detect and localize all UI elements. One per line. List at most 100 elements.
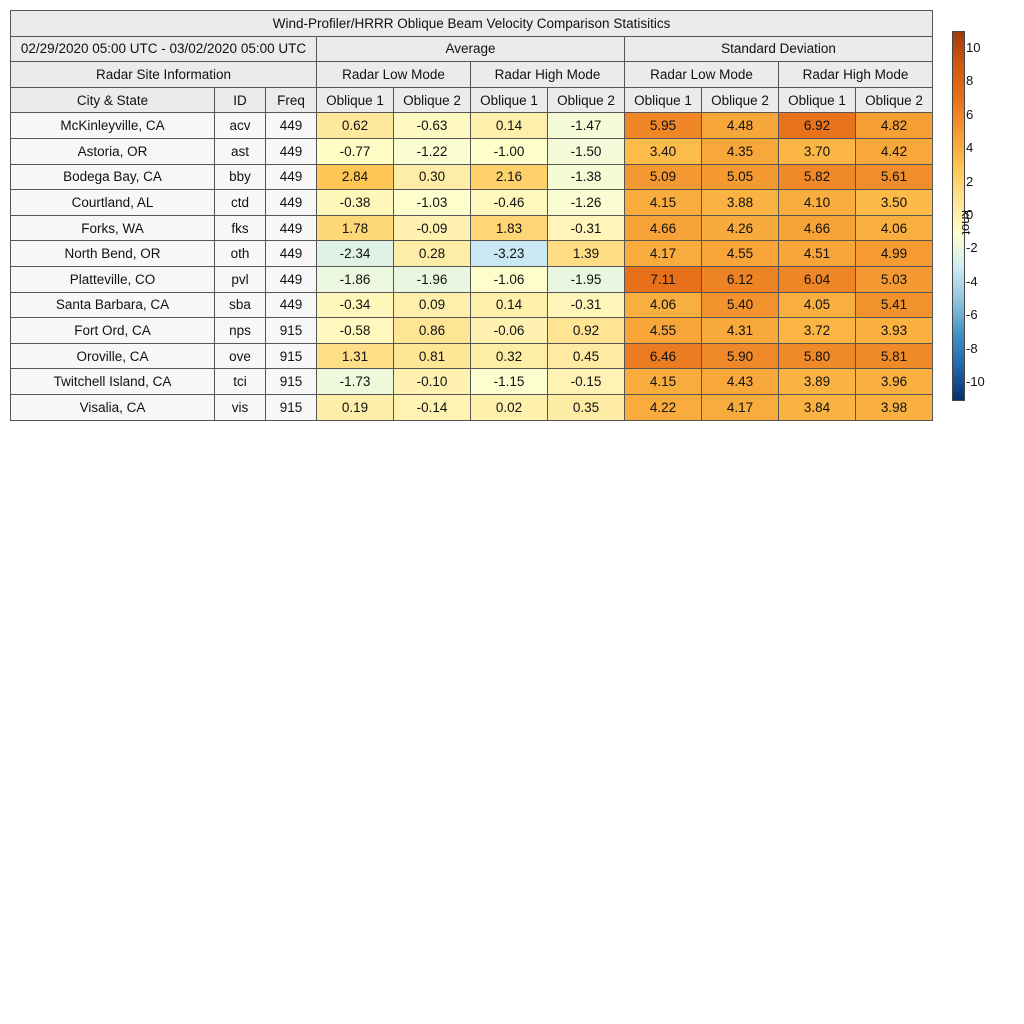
stats-table: Wind-Profiler/HRRR Oblique Beam Velocity…	[9, 10, 934, 421]
value-cell-sd-high-o1: 4.05	[778, 291, 856, 319]
value-cell-avg-high-o1: 1.83	[470, 214, 548, 242]
value-cell-avg-low-o2: -0.09	[393, 214, 471, 242]
sd-high-mode-header: Radar High Mode	[777, 61, 934, 88]
value-cell-sd-low-o2: 4.48	[701, 112, 779, 139]
value-cell-avg-low-o1: -0.38	[316, 189, 394, 216]
value-cell-sd-low-o1: 6.46	[624, 342, 702, 370]
site-freq-cell: 449	[265, 291, 317, 319]
value-cell-sd-high-o2: 4.99	[854, 240, 934, 267]
table-row: McKinleyville, CA acv 449 0.62 -0.63 0.14 -1.4…	[10, 112, 934, 139]
table-row: Courtland, AL ctd 449 -0.38 -1.03 -0.46 -1.26 4…	[10, 189, 934, 216]
col-header-sd-low-o1: Oblique 1	[624, 86, 702, 114]
value-cell-sd-high-o1: 5.80	[778, 342, 856, 370]
table-title: Wind-Profiler/HRRR Oblique Beam Velocity…	[9, 10, 934, 37]
value-cell-avg-high-o1: -1.00	[470, 137, 548, 165]
value-cell-sd-low-o2: 4.43	[701, 368, 779, 395]
value-cell-avg-low-o1: 0.62	[316, 112, 394, 139]
site-freq-cell: 915	[265, 317, 317, 344]
colorbar-tick-label: 8	[966, 73, 974, 89]
value-cell-avg-low-o2: -1.03	[393, 189, 471, 216]
value-cell-avg-low-o1: -0.77	[316, 137, 394, 165]
colorbar-unit-label: knot	[959, 210, 974, 235]
site-freq-cell: 915	[265, 342, 317, 370]
site-city-cell: McKinleyville, CA	[10, 112, 215, 139]
col-header-sd-high-o1: Oblique 1	[778, 86, 856, 114]
site-id-cell: ove	[214, 342, 266, 370]
value-cell-avg-high-o2: -0.15	[547, 368, 625, 395]
value-cell-avg-low-o2: 0.09	[393, 291, 471, 319]
value-cell-avg-high-o1: 0.02	[470, 393, 548, 421]
value-cell-avg-high-o1: 0.14	[470, 291, 548, 319]
value-cell-sd-low-o2: 6.12	[701, 265, 779, 293]
value-cell-sd-low-o2: 4.17	[701, 393, 779, 421]
value-cell-avg-low-o2: -0.63	[393, 112, 471, 139]
value-cell-avg-low-o1: -0.58	[316, 317, 394, 344]
value-cell-avg-high-o2: -1.47	[547, 112, 625, 139]
value-cell-avg-high-o1: -3.23	[470, 240, 548, 267]
value-cell-sd-high-o2: 4.42	[854, 137, 934, 165]
site-city-cell: Oroville, CA	[10, 342, 215, 370]
col-header-sd-low-o2: Oblique 2	[701, 86, 779, 114]
value-cell-sd-low-o1: 4.15	[624, 189, 702, 216]
col-header-avg-high-o2: Oblique 2	[547, 86, 625, 114]
value-cell-sd-low-o2: 5.90	[701, 342, 779, 370]
value-cell-sd-high-o1: 3.89	[778, 368, 856, 395]
value-cell-sd-low-o1: 4.06	[624, 291, 702, 319]
value-cell-sd-low-o2: 4.35	[701, 137, 779, 165]
sd-low-mode-header: Radar Low Mode	[624, 61, 779, 88]
value-cell-avg-low-o1: 1.78	[316, 214, 394, 242]
table-row: Astoria, OR ast 449 -0.77 -1.22 -1.00 -1.50 3.4…	[10, 137, 934, 165]
colorbar-tick-label: 10	[966, 39, 981, 55]
value-cell-avg-low-o1: -1.86	[316, 265, 394, 293]
value-cell-sd-high-o2: 3.98	[854, 393, 934, 421]
col-header-id: ID	[214, 86, 266, 114]
colorbar	[952, 31, 965, 401]
value-cell-avg-low-o2: 0.28	[393, 240, 471, 267]
value-cell-sd-low-o1: 7.11	[624, 265, 702, 293]
colorbar-tick-label: 0	[966, 207, 974, 222]
col-header-avg-high-o1: Oblique 1	[470, 86, 548, 114]
table-body: McKinleyville, CA acv 449 0.62 -0.63 0.14 -1.4…	[10, 112, 934, 421]
site-freq-cell: 449	[265, 112, 317, 139]
site-id-cell: tci	[214, 368, 266, 395]
value-cell-avg-high-o1: 0.14	[470, 112, 548, 139]
value-cell-avg-low-o1: -2.34	[316, 240, 394, 267]
site-city-cell: Forks, WA	[10, 214, 215, 242]
value-cell-avg-high-o2: -1.26	[547, 189, 625, 216]
value-cell-avg-high-o1: 2.16	[470, 163, 548, 191]
colorbar-tick-label: -8	[966, 340, 978, 356]
value-cell-avg-low-o2: -0.14	[393, 393, 471, 421]
colorbar-tick-label: -4	[966, 273, 978, 289]
value-cell-sd-high-o2: 3.50	[854, 189, 934, 216]
value-cell-avg-high-o2: 0.45	[547, 342, 625, 370]
site-city-cell: North Bend, OR	[10, 240, 215, 267]
stats-table-container: Wind-Profiler/HRRR Oblique Beam Velocity…	[9, 10, 934, 421]
value-cell-avg-high-o1: -1.06	[470, 265, 548, 293]
value-cell-sd-low-o1: 4.15	[624, 368, 702, 395]
value-cell-avg-low-o2: 0.30	[393, 163, 471, 191]
value-cell-sd-high-o1: 4.51	[778, 240, 856, 267]
value-cell-avg-low-o1: -0.34	[316, 291, 394, 319]
colorbar-tick-label: -2	[966, 240, 978, 256]
value-cell-avg-high-o1: -0.06	[470, 317, 548, 344]
colorbar-tick-label: -6	[966, 307, 978, 323]
value-cell-sd-high-o2: 5.81	[854, 342, 934, 370]
site-city-cell: Twitchell Island, CA	[10, 368, 215, 395]
value-cell-sd-high-o1: 3.84	[778, 393, 856, 421]
avg-high-mode-header: Radar High Mode	[470, 61, 625, 88]
site-id-cell: acv	[214, 112, 266, 139]
site-freq-cell: 449	[265, 214, 317, 242]
site-info-header: Radar Site Information	[10, 61, 317, 88]
colorbar-tick-label: 4	[966, 140, 974, 156]
col-header-sd-high-o2: Oblique 2	[854, 86, 934, 114]
site-freq-cell: 915	[265, 393, 317, 421]
value-cell-avg-high-o2: 0.92	[547, 317, 625, 344]
site-freq-cell: 449	[265, 240, 317, 267]
value-cell-avg-low-o2: 0.81	[393, 342, 471, 370]
value-cell-avg-low-o2: 0.86	[393, 317, 471, 344]
table-row: Santa Barbara, CA sba 449 -0.34 0.09 0.14 -0.3…	[10, 291, 934, 319]
value-cell-avg-low-o2: -1.96	[393, 265, 471, 293]
site-id-cell: sba	[214, 291, 266, 319]
site-city-cell: Astoria, OR	[10, 137, 215, 165]
value-cell-sd-high-o1: 4.66	[778, 214, 856, 242]
